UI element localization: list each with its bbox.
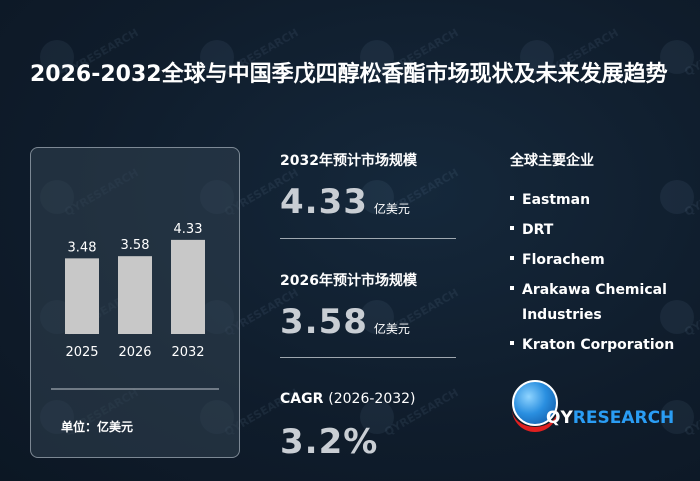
bullet-icon [510, 196, 514, 200]
stat-2026-value-row: 3.58 亿美元 [280, 302, 410, 342]
bar-value-label: 4.33 [174, 222, 203, 237]
watermark-globe-icon [660, 40, 694, 74]
stat-2032-unit: 亿美元 [373, 202, 410, 216]
watermark-globe-icon [200, 40, 234, 74]
chart-unit-label: 单位：亿美元 [61, 420, 134, 434]
watermark-globe-icon [660, 400, 694, 434]
cagr-label-row: CAGR (2026-2032) [280, 391, 416, 407]
stat-2026-value: 3.58 [280, 302, 368, 342]
bar-2026 [118, 256, 152, 334]
stat-2032-value: 4.33 [280, 182, 368, 222]
stat-2032-label: 2032年预计市场规模 [280, 153, 417, 169]
bullet-icon [510, 256, 514, 260]
list-item: Eastman [510, 188, 685, 213]
divider [280, 357, 456, 358]
qyresearch-logo: QYRESEARCH [512, 380, 682, 460]
watermark-globe-icon [360, 180, 394, 214]
watermark-globe-icon [520, 40, 554, 74]
cagr-label: CAGR [280, 391, 324, 407]
stat-2026-unit: 亿美元 [373, 322, 410, 336]
x-tick-label: 2026 [118, 345, 151, 360]
bar-chart: 3.48 2025 3.58 2026 4.33 2032 [51, 222, 219, 390]
logo-text: QYRESEARCH [546, 408, 675, 428]
watermark-globe-icon [660, 180, 694, 214]
page-title: 2026-2032全球与中国季戊四醇松香酯市场现状及未来发展趋势 [30, 62, 668, 87]
bar-2032 [171, 239, 205, 334]
watermark-globe-icon [360, 40, 394, 74]
watermark-globe-icon [360, 300, 394, 334]
swoosh-icon [512, 406, 558, 432]
companies-title: 全球主要企业 [510, 153, 594, 169]
bar-2025 [65, 258, 99, 334]
watermark-globe-icon [360, 400, 394, 434]
list-item: Arakawa Chemical Industries [510, 278, 685, 328]
company-list: Eastman DRT Florachem Arakawa Chemical I… [510, 188, 685, 363]
x-tick-label: 2032 [171, 345, 204, 360]
bullet-icon [510, 226, 514, 230]
stat-2032-value-row: 4.33 亿美元 [280, 182, 410, 222]
cagr-value: 3.2% [280, 422, 379, 462]
bullet-icon [510, 341, 514, 345]
list-item: Florachem [510, 248, 685, 273]
bar-value-label: 3.58 [121, 238, 150, 253]
divider [280, 238, 456, 239]
list-item: Kraton Corporation [510, 333, 685, 358]
watermark-globe-icon [40, 40, 74, 74]
bar-value-label: 3.48 [68, 240, 97, 255]
bullet-icon [510, 286, 514, 290]
cagr-range: (2026-2032) [328, 391, 416, 407]
bar-chart-panel: 3.48 2025 3.58 2026 4.33 2032 单位：亿美元 [30, 147, 240, 458]
list-item: DRT [510, 218, 685, 243]
stat-2026-label: 2026年预计市场规模 [280, 273, 417, 289]
watermark-globe-icon [660, 300, 694, 334]
x-tick-label: 2025 [65, 345, 98, 360]
